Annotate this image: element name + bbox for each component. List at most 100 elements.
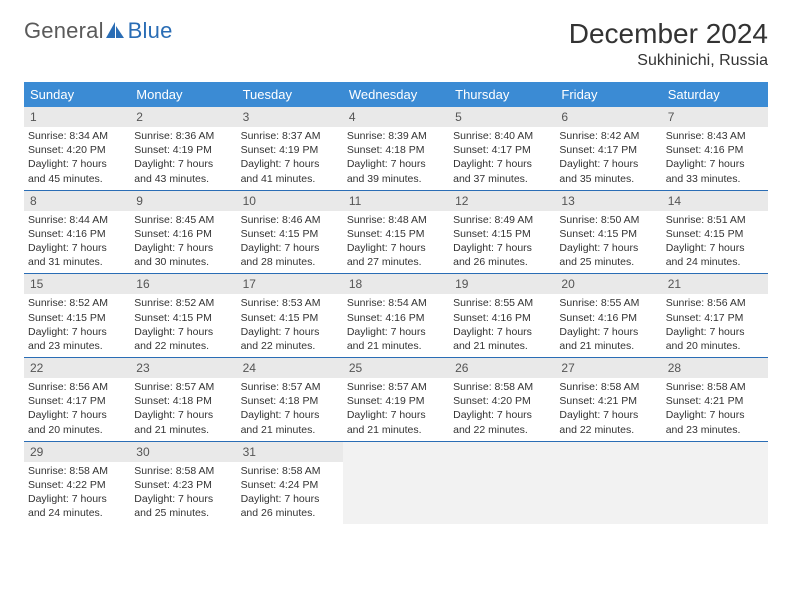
day-number: 8 — [24, 191, 130, 211]
day-details: Sunrise: 8:54 AMSunset: 4:16 PMDaylight:… — [343, 294, 449, 357]
calendar-cell: 10Sunrise: 8:46 AMSunset: 4:15 PMDayligh… — [237, 190, 343, 274]
day-details: Sunrise: 8:58 AMSunset: 4:22 PMDaylight:… — [24, 462, 130, 525]
day-number: 12 — [449, 191, 555, 211]
weekday-header: Friday — [555, 82, 661, 107]
calendar-cell: 21Sunrise: 8:56 AMSunset: 4:17 PMDayligh… — [662, 274, 768, 358]
calendar-cell: 17Sunrise: 8:53 AMSunset: 4:15 PMDayligh… — [237, 274, 343, 358]
weekday-header: Monday — [130, 82, 236, 107]
calendar-cell: 7Sunrise: 8:43 AMSunset: 4:16 PMDaylight… — [662, 107, 768, 190]
day-details: Sunrise: 8:57 AMSunset: 4:19 PMDaylight:… — [343, 378, 449, 441]
day-number: 4 — [343, 107, 449, 127]
calendar-cell — [662, 441, 768, 524]
day-details: Sunrise: 8:57 AMSunset: 4:18 PMDaylight:… — [237, 378, 343, 441]
calendar-cell: 28Sunrise: 8:58 AMSunset: 4:21 PMDayligh… — [662, 358, 768, 442]
calendar-row: 15Sunrise: 8:52 AMSunset: 4:15 PMDayligh… — [24, 274, 768, 358]
day-details: Sunrise: 8:42 AMSunset: 4:17 PMDaylight:… — [555, 127, 661, 190]
day-number: 20 — [555, 274, 661, 294]
day-number: 28 — [662, 358, 768, 378]
calendar-cell: 2Sunrise: 8:36 AMSunset: 4:19 PMDaylight… — [130, 107, 236, 190]
day-number: 13 — [555, 191, 661, 211]
title-block: December 2024 Sukhinichi, Russia — [569, 18, 768, 70]
calendar-cell: 4Sunrise: 8:39 AMSunset: 4:18 PMDaylight… — [343, 107, 449, 190]
day-details: Sunrise: 8:52 AMSunset: 4:15 PMDaylight:… — [130, 294, 236, 357]
calendar-cell: 25Sunrise: 8:57 AMSunset: 4:19 PMDayligh… — [343, 358, 449, 442]
day-details: Sunrise: 8:48 AMSunset: 4:15 PMDaylight:… — [343, 211, 449, 274]
day-number: 6 — [555, 107, 661, 127]
day-number: 18 — [343, 274, 449, 294]
day-number: 7 — [662, 107, 768, 127]
day-details: Sunrise: 8:49 AMSunset: 4:15 PMDaylight:… — [449, 211, 555, 274]
weekday-header-row: Sunday Monday Tuesday Wednesday Thursday… — [24, 82, 768, 107]
day-details: Sunrise: 8:57 AMSunset: 4:18 PMDaylight:… — [130, 378, 236, 441]
calendar-cell: 22Sunrise: 8:56 AMSunset: 4:17 PMDayligh… — [24, 358, 130, 442]
calendar-cell: 5Sunrise: 8:40 AMSunset: 4:17 PMDaylight… — [449, 107, 555, 190]
calendar-cell: 30Sunrise: 8:58 AMSunset: 4:23 PMDayligh… — [130, 441, 236, 524]
day-number: 25 — [343, 358, 449, 378]
brand-text-1: General — [24, 18, 104, 44]
day-number: 31 — [237, 442, 343, 462]
day-number: 15 — [24, 274, 130, 294]
calendar-cell: 14Sunrise: 8:51 AMSunset: 4:15 PMDayligh… — [662, 190, 768, 274]
calendar-cell: 18Sunrise: 8:54 AMSunset: 4:16 PMDayligh… — [343, 274, 449, 358]
brand-logo: General Blue — [24, 18, 173, 44]
weekday-header: Thursday — [449, 82, 555, 107]
calendar-cell — [555, 441, 661, 524]
day-number: 5 — [449, 107, 555, 127]
day-number: 2 — [130, 107, 236, 127]
day-number: 21 — [662, 274, 768, 294]
day-details: Sunrise: 8:58 AMSunset: 4:20 PMDaylight:… — [449, 378, 555, 441]
day-details: Sunrise: 8:51 AMSunset: 4:15 PMDaylight:… — [662, 211, 768, 274]
calendar-cell: 19Sunrise: 8:55 AMSunset: 4:16 PMDayligh… — [449, 274, 555, 358]
header: General Blue December 2024 Sukhinichi, R… — [0, 0, 792, 76]
day-details: Sunrise: 8:50 AMSunset: 4:15 PMDaylight:… — [555, 211, 661, 274]
day-details: Sunrise: 8:52 AMSunset: 4:15 PMDaylight:… — [24, 294, 130, 357]
day-number: 17 — [237, 274, 343, 294]
day-number: 29 — [24, 442, 130, 462]
day-details: Sunrise: 8:40 AMSunset: 4:17 PMDaylight:… — [449, 127, 555, 190]
calendar-row: 1Sunrise: 8:34 AMSunset: 4:20 PMDaylight… — [24, 107, 768, 190]
day-number: 22 — [24, 358, 130, 378]
calendar-cell: 6Sunrise: 8:42 AMSunset: 4:17 PMDaylight… — [555, 107, 661, 190]
calendar-cell: 29Sunrise: 8:58 AMSunset: 4:22 PMDayligh… — [24, 441, 130, 524]
calendar-cell: 31Sunrise: 8:58 AMSunset: 4:24 PMDayligh… — [237, 441, 343, 524]
calendar-cell: 11Sunrise: 8:48 AMSunset: 4:15 PMDayligh… — [343, 190, 449, 274]
day-details: Sunrise: 8:58 AMSunset: 4:21 PMDaylight:… — [555, 378, 661, 441]
day-details: Sunrise: 8:36 AMSunset: 4:19 PMDaylight:… — [130, 127, 236, 190]
weekday-header: Wednesday — [343, 82, 449, 107]
day-details: Sunrise: 8:45 AMSunset: 4:16 PMDaylight:… — [130, 211, 236, 274]
brand-text-2: Blue — [128, 18, 173, 44]
calendar-cell — [449, 441, 555, 524]
day-details: Sunrise: 8:39 AMSunset: 4:18 PMDaylight:… — [343, 127, 449, 190]
day-number: 24 — [237, 358, 343, 378]
weekday-header: Tuesday — [237, 82, 343, 107]
day-number: 10 — [237, 191, 343, 211]
calendar-cell: 23Sunrise: 8:57 AMSunset: 4:18 PMDayligh… — [130, 358, 236, 442]
day-details: Sunrise: 8:55 AMSunset: 4:16 PMDaylight:… — [449, 294, 555, 357]
day-details: Sunrise: 8:46 AMSunset: 4:15 PMDaylight:… — [237, 211, 343, 274]
day-details: Sunrise: 8:58 AMSunset: 4:24 PMDaylight:… — [237, 462, 343, 525]
calendar-cell — [343, 441, 449, 524]
day-number: 27 — [555, 358, 661, 378]
day-details: Sunrise: 8:58 AMSunset: 4:21 PMDaylight:… — [662, 378, 768, 441]
calendar-cell: 27Sunrise: 8:58 AMSunset: 4:21 PMDayligh… — [555, 358, 661, 442]
day-number: 30 — [130, 442, 236, 462]
calendar-row: 8Sunrise: 8:44 AMSunset: 4:16 PMDaylight… — [24, 190, 768, 274]
day-details: Sunrise: 8:37 AMSunset: 4:19 PMDaylight:… — [237, 127, 343, 190]
calendar-cell: 26Sunrise: 8:58 AMSunset: 4:20 PMDayligh… — [449, 358, 555, 442]
day-details: Sunrise: 8:58 AMSunset: 4:23 PMDaylight:… — [130, 462, 236, 525]
calendar-table: Sunday Monday Tuesday Wednesday Thursday… — [24, 82, 768, 524]
day-number: 23 — [130, 358, 236, 378]
day-details: Sunrise: 8:43 AMSunset: 4:16 PMDaylight:… — [662, 127, 768, 190]
calendar-cell: 1Sunrise: 8:34 AMSunset: 4:20 PMDaylight… — [24, 107, 130, 190]
calendar-cell: 13Sunrise: 8:50 AMSunset: 4:15 PMDayligh… — [555, 190, 661, 274]
location-label: Sukhinichi, Russia — [569, 52, 768, 70]
day-details: Sunrise: 8:56 AMSunset: 4:17 PMDaylight:… — [662, 294, 768, 357]
day-number: 9 — [130, 191, 236, 211]
calendar-cell: 16Sunrise: 8:52 AMSunset: 4:15 PMDayligh… — [130, 274, 236, 358]
day-number: 1 — [24, 107, 130, 127]
calendar-row: 29Sunrise: 8:58 AMSunset: 4:22 PMDayligh… — [24, 441, 768, 524]
day-number: 16 — [130, 274, 236, 294]
day-details: Sunrise: 8:34 AMSunset: 4:20 PMDaylight:… — [24, 127, 130, 190]
calendar-row: 22Sunrise: 8:56 AMSunset: 4:17 PMDayligh… — [24, 358, 768, 442]
weekday-header: Saturday — [662, 82, 768, 107]
